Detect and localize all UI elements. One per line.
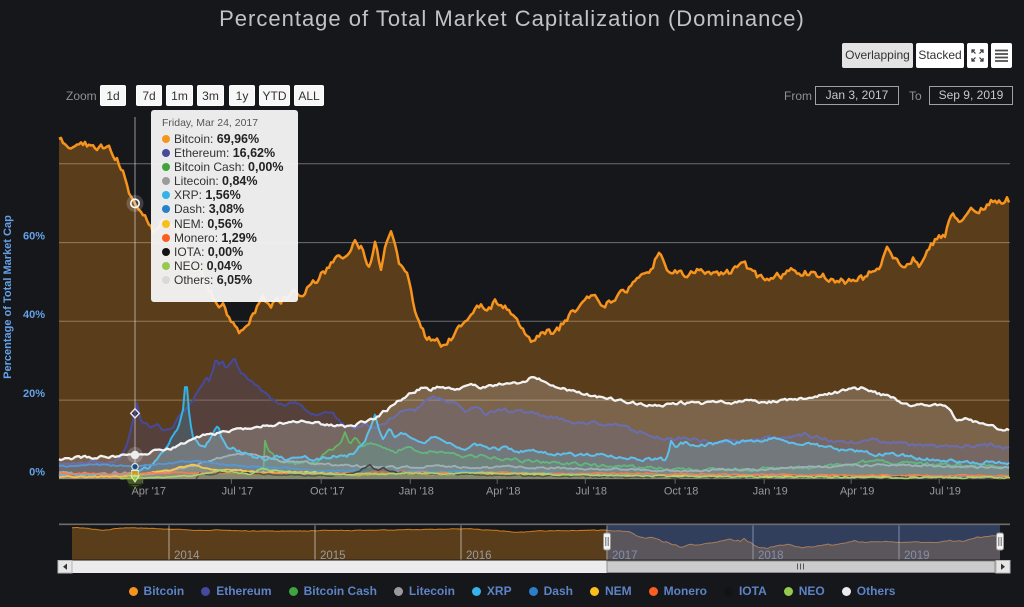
svg-text:2015: 2015 bbox=[320, 550, 346, 562]
svg-text:40%: 40% bbox=[23, 309, 45, 321]
svg-text:2017: 2017 bbox=[612, 550, 638, 562]
svg-text:2018: 2018 bbox=[758, 550, 784, 562]
svg-text:Apr '17: Apr '17 bbox=[131, 486, 166, 498]
svg-text:Oct '17: Oct '17 bbox=[310, 486, 345, 498]
svg-text:2019: 2019 bbox=[904, 550, 930, 562]
svg-text:0%: 0% bbox=[29, 467, 45, 479]
svg-text:2014: 2014 bbox=[174, 550, 200, 562]
svg-text:2016: 2016 bbox=[466, 550, 492, 562]
svg-text:Oct '18: Oct '18 bbox=[664, 486, 699, 498]
svg-text:Jul '17: Jul '17 bbox=[222, 486, 253, 498]
svg-text:Jan '18: Jan '18 bbox=[399, 486, 434, 498]
svg-text:Jul '19: Jul '19 bbox=[929, 486, 960, 498]
svg-text:60%: 60% bbox=[23, 230, 45, 242]
svg-text:Jan '19: Jan '19 bbox=[753, 486, 788, 498]
svg-text:Apr '18: Apr '18 bbox=[486, 486, 521, 498]
svg-text:20%: 20% bbox=[23, 388, 45, 400]
svg-text:Jul '18: Jul '18 bbox=[576, 486, 607, 498]
svg-text:Apr '19: Apr '19 bbox=[840, 486, 875, 498]
svg-text:Percentage of Total Market Cap: Percentage of Total Market Cap bbox=[2, 215, 14, 379]
